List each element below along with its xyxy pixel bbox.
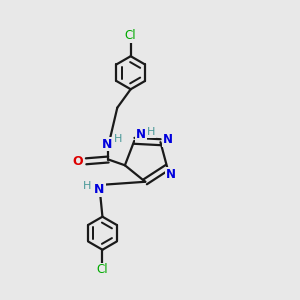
Text: N: N <box>136 128 146 141</box>
Text: H: H <box>147 128 156 137</box>
Text: Cl: Cl <box>125 29 136 43</box>
Text: O: O <box>73 155 83 168</box>
Text: N: N <box>94 183 105 196</box>
Text: Cl: Cl <box>97 263 108 277</box>
Text: N: N <box>163 133 173 146</box>
Text: H: H <box>114 134 122 144</box>
Text: H: H <box>83 181 91 191</box>
Text: N: N <box>102 138 112 151</box>
Text: N: N <box>166 167 176 181</box>
